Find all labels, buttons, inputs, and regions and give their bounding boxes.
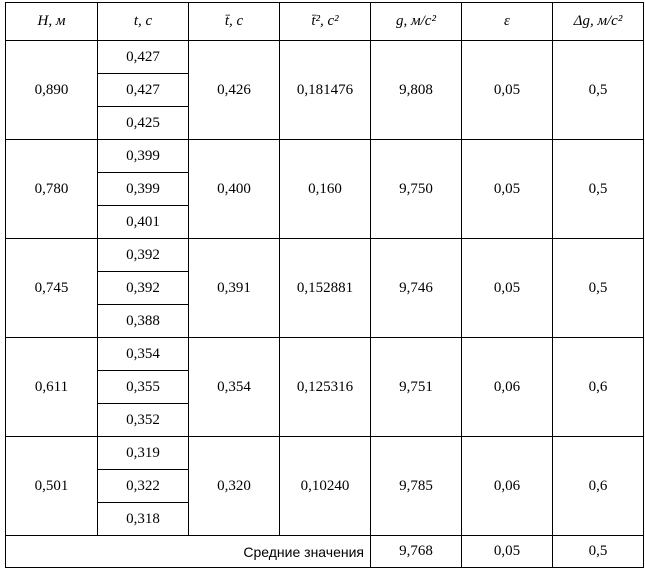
time-cell: 0,399 (97, 172, 189, 206)
data-row: 0,425 (6, 106, 644, 140)
mean-time-sq-cell: 0,181476 (279, 40, 371, 140)
results-table: H, м t, c t̄, c t̄², c² g, м/c² ε Δg, м/c² 0,8… (5, 2, 644, 568)
footer-row: Средние значения 9,768 0,05 0,5 (5, 535, 644, 568)
data-row: 0,611 0,354 0,354 0,125316 9,751 0,06 0,6 (5, 337, 644, 437)
mean-time-cell: 0,400 (188, 139, 280, 239)
header-cell: H, м (5, 2, 98, 41)
footer-dg: 0,5 (552, 535, 644, 568)
height-cell: 0,890 (5, 40, 98, 140)
mean-time-sq-cell: 0,10240 (279, 436, 371, 536)
dg-cell: 0,6 (552, 337, 644, 437)
time-cell: 0,318 (97, 502, 189, 536)
mean-time-cell: 0,391 (188, 238, 280, 338)
data-row: 0,322 (6, 469, 644, 503)
data-row: 0,352 (6, 403, 644, 437)
footer-g: 9,768 (370, 535, 462, 568)
height-cell: 0,745 (5, 238, 98, 338)
header-cell: t, c (97, 2, 189, 41)
eps-cell: 0,05 (461, 238, 553, 338)
time-cell: 0,401 (97, 205, 189, 239)
height-cell: 0,780 (5, 139, 98, 239)
g-cell: 9,746 (370, 238, 462, 338)
dg-cell: 0,6 (552, 436, 644, 536)
footer-eps: 0,05 (461, 535, 553, 568)
data-row: 0,388 (6, 304, 644, 338)
time-cell: 0,319 (97, 436, 189, 470)
header-cell: Δg, м/c² (552, 2, 644, 41)
header-cell: t̄, c (188, 2, 280, 41)
data-row: 0,318 (6, 502, 644, 536)
time-cell: 0,355 (97, 370, 189, 404)
eps-cell: 0,05 (461, 40, 553, 140)
g-cell: 9,785 (370, 436, 462, 536)
header-cell: ε (461, 2, 553, 41)
mean-time-cell: 0,320 (188, 436, 280, 536)
mean-time-cell: 0,426 (188, 40, 280, 140)
time-cell: 0,399 (97, 139, 189, 173)
header-row: H, м t, c t̄, c t̄², c² g, м/c² ε Δg, м/c² (5, 2, 644, 41)
time-cell: 0,392 (97, 271, 189, 305)
g-cell: 9,751 (370, 337, 462, 437)
mean-time-cell: 0,354 (188, 337, 280, 437)
time-cell: 0,352 (97, 403, 189, 437)
time-cell: 0,388 (97, 304, 189, 338)
time-cell: 0,392 (97, 238, 189, 272)
g-cell: 9,750 (370, 139, 462, 239)
mean-time-sq-cell: 0,152881 (279, 238, 371, 338)
eps-cell: 0,05 (461, 139, 553, 239)
eps-cell: 0,06 (461, 436, 553, 536)
mean-time-sq-cell: 0,125316 (279, 337, 371, 437)
data-row: 0,745 0,392 0,391 0,152881 9,746 0,05 0,5 (5, 238, 644, 338)
dg-cell: 0,5 (552, 139, 644, 239)
data-row: 0,890 0,427 0,426 0,181476 9,808 0,05 0,5 (5, 40, 644, 140)
data-row: 0,355 (6, 370, 644, 404)
data-row: 0,427 (6, 73, 644, 107)
header-cell: t̄², c² (279, 2, 371, 41)
time-cell: 0,322 (97, 469, 189, 503)
mean-time-sq-cell: 0,160 (279, 139, 371, 239)
time-cell: 0,427 (97, 40, 189, 74)
data-row: 0,501 0,319 0,320 0,10240 9,785 0,06 0,6 (5, 436, 644, 536)
data-row: 0,401 (6, 205, 644, 239)
dg-cell: 0,5 (552, 40, 644, 140)
time-cell: 0,425 (97, 106, 189, 140)
dg-cell: 0,5 (552, 238, 644, 338)
height-cell: 0,611 (5, 337, 98, 437)
g-cell: 9,808 (370, 40, 462, 140)
header-cell: g, м/c² (370, 2, 462, 41)
data-row: 0,392 (6, 271, 644, 305)
data-row: 0,780 0,399 0,400 0,160 9,750 0,05 0,5 (5, 139, 644, 239)
eps-cell: 0,06 (461, 337, 553, 437)
time-cell: 0,354 (97, 337, 189, 371)
height-cell: 0,501 (5, 436, 98, 536)
footer-label: Средние значения (5, 535, 371, 568)
time-cell: 0,427 (97, 73, 189, 107)
